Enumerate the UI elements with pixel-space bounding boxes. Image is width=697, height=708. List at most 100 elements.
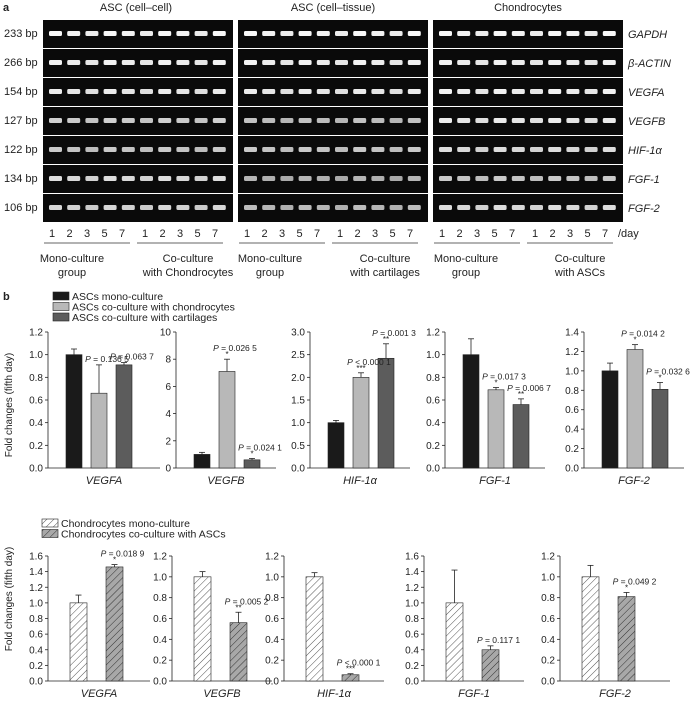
gel-band <box>407 89 421 94</box>
gel-band <box>475 176 489 181</box>
y-tick-label: 0.8 <box>426 373 440 384</box>
gel-band <box>244 89 257 94</box>
gel-band <box>298 89 312 94</box>
significance-star: * <box>113 556 116 565</box>
gel-band <box>280 118 294 123</box>
bar <box>487 389 505 469</box>
gel-band <box>335 176 348 181</box>
gel-band <box>103 31 117 36</box>
group-label-line1: Mono-culture <box>434 253 498 265</box>
y-tick-label: 0.8 <box>265 593 279 604</box>
lane-number: 7 <box>119 228 125 240</box>
gel-band <box>316 118 330 123</box>
group-label-line1: Co-culture <box>555 253 606 265</box>
gel-band <box>85 31 99 36</box>
gel-band <box>158 118 172 123</box>
gel-band <box>262 205 276 210</box>
gel-band <box>566 176 580 181</box>
bar <box>651 389 669 469</box>
significance-star: * <box>494 379 497 388</box>
y-tick-label: 1.4 <box>29 567 43 578</box>
gene-label: VEGFA <box>628 87 664 99</box>
lane-number: 5 <box>101 228 107 240</box>
band-size-label: 106 bp <box>4 202 38 214</box>
group-label-line2: group <box>58 267 86 279</box>
gel-band <box>353 89 367 94</box>
gel-band <box>389 118 403 123</box>
gel-band <box>280 176 294 181</box>
lane-number: 2 <box>549 228 555 240</box>
gel-band <box>457 31 471 36</box>
gel-band <box>353 118 367 123</box>
gel-band <box>140 147 153 152</box>
y-tick-label: 0.4 <box>265 635 279 646</box>
gel-band <box>121 31 135 36</box>
gel-band <box>439 118 452 123</box>
bar-chart-7: 0.0 0.2 0.4 0.6 0.8 1.0 1.2 **P = 0.005 2 VEGFB <box>153 552 272 700</box>
gel-band <box>244 60 257 65</box>
lane-number: 2 <box>159 228 165 240</box>
gel-band <box>493 60 507 65</box>
gel-band <box>511 31 525 36</box>
y-tick-label: 0.0 <box>265 677 279 688</box>
gel-band <box>566 89 580 94</box>
y-tick-label: 2.5 <box>291 350 305 361</box>
gel-band <box>389 147 403 152</box>
y-tick-label: 0.8 <box>29 373 43 384</box>
significance-star: * <box>633 336 636 345</box>
y-tick-label: 1.0 <box>405 598 419 609</box>
y-tick-label: 0.4 <box>426 418 440 429</box>
gene-label: HIF-1α <box>628 145 663 157</box>
gel-band <box>176 118 190 123</box>
y-tick-label: 1.4 <box>565 328 579 339</box>
group-label-line2: with cartilages <box>349 267 420 279</box>
gel-band <box>566 31 580 36</box>
x-axis-label: VEGFB <box>203 688 240 700</box>
y-tick-label: 0.4 <box>153 635 167 646</box>
bar <box>229 622 248 682</box>
gel-band <box>439 60 452 65</box>
gel-band <box>548 31 562 36</box>
gel-band <box>158 60 172 65</box>
gel-band <box>353 31 367 36</box>
gel-band <box>244 176 257 181</box>
gel-band <box>584 118 598 123</box>
gel-band <box>212 176 226 181</box>
y-tick-label: 0.0 <box>29 677 43 688</box>
gel-band <box>407 60 421 65</box>
gel-band <box>49 31 62 36</box>
panel-b-label: b <box>3 291 10 303</box>
y-tick-label: 1.5 <box>291 396 305 407</box>
y-tick-label: 0.4 <box>29 645 43 656</box>
gel-band <box>548 147 562 152</box>
gel-band <box>335 31 348 36</box>
x-axis-label: VEGFA <box>81 688 117 700</box>
lane-number: 1 <box>142 228 148 240</box>
band-size-label: 134 bp <box>4 173 38 185</box>
legend-label: ASCs mono-culture <box>72 291 163 303</box>
significance-star: ** <box>235 603 241 612</box>
panel-a-label: a <box>3 2 10 14</box>
gel-band <box>158 176 172 181</box>
x-axis-label: FGF-1 <box>458 688 490 700</box>
gel-band <box>584 89 598 94</box>
lane-number: 7 <box>602 228 608 240</box>
gel-band <box>262 60 276 65</box>
gel-band <box>335 89 348 94</box>
significance-star: *** <box>346 665 355 674</box>
y-tick-label: 1.2 <box>426 328 440 339</box>
gel-band <box>212 60 226 65</box>
gene-label: FGF-1 <box>628 174 660 186</box>
gel-band <box>511 60 525 65</box>
y-tick-label: 4 <box>165 409 171 420</box>
gel-band <box>176 176 190 181</box>
gel-band <box>103 89 117 94</box>
legend-label: ASCs co-culture with cartilages <box>72 312 217 324</box>
legend-label: Chondrocytes mono-culture <box>61 518 190 530</box>
gel-band <box>212 31 226 36</box>
lane-number: 1 <box>532 228 538 240</box>
gel-band <box>316 60 330 65</box>
gel-band <box>493 89 507 94</box>
